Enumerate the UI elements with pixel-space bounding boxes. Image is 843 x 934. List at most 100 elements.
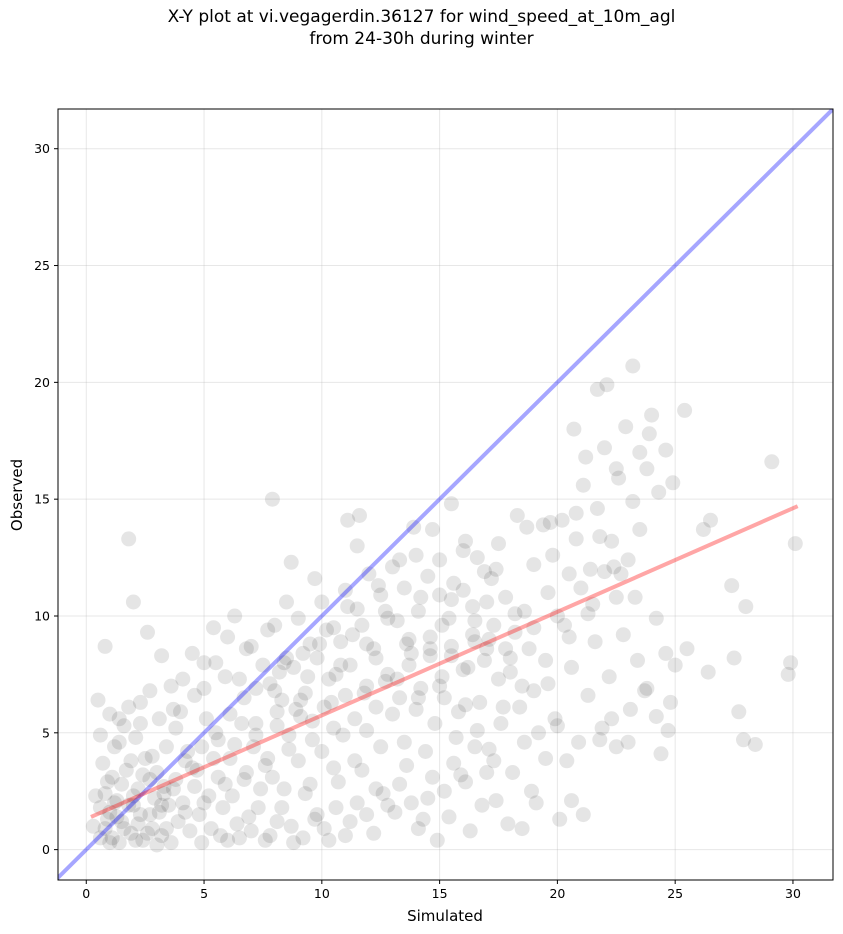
data-point	[592, 529, 608, 545]
data-point	[516, 734, 532, 750]
data-point	[500, 816, 516, 832]
data-point	[380, 610, 396, 626]
data-point	[373, 739, 389, 755]
data-point	[458, 697, 473, 713]
data-point	[632, 444, 648, 460]
data-point	[269, 814, 285, 830]
data-point	[509, 508, 525, 523]
data-point	[307, 811, 323, 827]
data-point	[125, 797, 141, 813]
data-point	[432, 587, 448, 603]
data-point	[234, 716, 250, 731]
data-point	[408, 547, 424, 563]
data-point	[300, 669, 316, 685]
data-point	[469, 550, 485, 566]
data-point	[413, 680, 429, 696]
x-tick-label: 10	[314, 886, 330, 901]
data-point	[231, 830, 247, 846]
data-point	[314, 594, 330, 610]
data-point	[441, 809, 457, 825]
data-point	[516, 603, 532, 619]
data-point	[542, 515, 558, 530]
data-point	[491, 671, 506, 687]
data-point	[377, 673, 393, 689]
x-tick-label: 0	[82, 886, 90, 901]
data-point	[123, 753, 139, 769]
data-point	[622, 701, 638, 717]
data-point	[238, 641, 254, 657]
data-point	[425, 522, 440, 537]
plot-frame	[57, 108, 834, 881]
data-point	[545, 547, 561, 563]
data-point	[109, 793, 125, 809]
data-point	[151, 711, 167, 727]
data-point	[401, 631, 417, 647]
data-point	[441, 610, 457, 626]
data-point	[443, 592, 459, 608]
data-point	[137, 751, 153, 766]
data-point	[738, 599, 754, 615]
data-point	[100, 811, 115, 827]
data-point	[177, 753, 193, 769]
data-point	[557, 617, 572, 633]
data-point	[455, 543, 471, 559]
fit-lines	[58, 109, 833, 880]
data-point	[514, 678, 530, 694]
data-point	[238, 765, 254, 780]
data-point	[354, 617, 370, 633]
data-point	[316, 821, 332, 837]
data-point	[580, 687, 596, 703]
data-point	[177, 804, 193, 820]
data-point	[326, 620, 342, 636]
data-point	[359, 678, 375, 694]
data-point	[479, 765, 495, 780]
data-point	[406, 519, 422, 535]
y-tick-label: 0	[42, 842, 50, 857]
data-point	[392, 690, 408, 706]
data-point	[236, 690, 252, 706]
data-point	[224, 788, 240, 804]
data-point	[568, 531, 584, 547]
x-axis-ticks: 0 5 10 15 20 25 30	[82, 880, 801, 901]
data-point	[653, 746, 669, 762]
data-point	[571, 734, 587, 750]
data-point	[286, 659, 302, 675]
data-point	[276, 655, 292, 671]
data-point	[422, 629, 438, 645]
data-point	[703, 512, 718, 528]
data-point	[323, 694, 339, 710]
data-point	[443, 638, 459, 654]
data-point	[451, 704, 466, 720]
data-point	[434, 669, 450, 685]
data-point	[356, 685, 372, 701]
data-point	[262, 676, 278, 692]
data-point	[665, 475, 681, 491]
data-point	[281, 727, 297, 743]
data-point	[436, 690, 452, 706]
data-point	[286, 835, 302, 851]
data-point	[335, 727, 351, 743]
data-point	[168, 772, 184, 787]
data-point	[552, 811, 568, 827]
data-point	[538, 751, 554, 766]
data-point	[281, 741, 297, 757]
data-point	[354, 762, 370, 778]
data-point	[597, 440, 612, 456]
data-point	[366, 825, 382, 841]
y-tick-label: 20	[34, 375, 50, 390]
data-point	[561, 629, 577, 645]
data-point	[597, 564, 612, 580]
data-point	[787, 536, 803, 552]
data-point	[229, 816, 245, 832]
data-point	[114, 814, 130, 830]
data-point	[210, 769, 226, 785]
data-point	[632, 522, 648, 537]
data-point	[340, 599, 356, 615]
data-point	[401, 657, 417, 673]
data-point	[361, 566, 377, 582]
data-point	[123, 825, 139, 841]
data-point	[85, 818, 101, 834]
data-point	[260, 622, 276, 638]
data-point	[507, 606, 523, 622]
